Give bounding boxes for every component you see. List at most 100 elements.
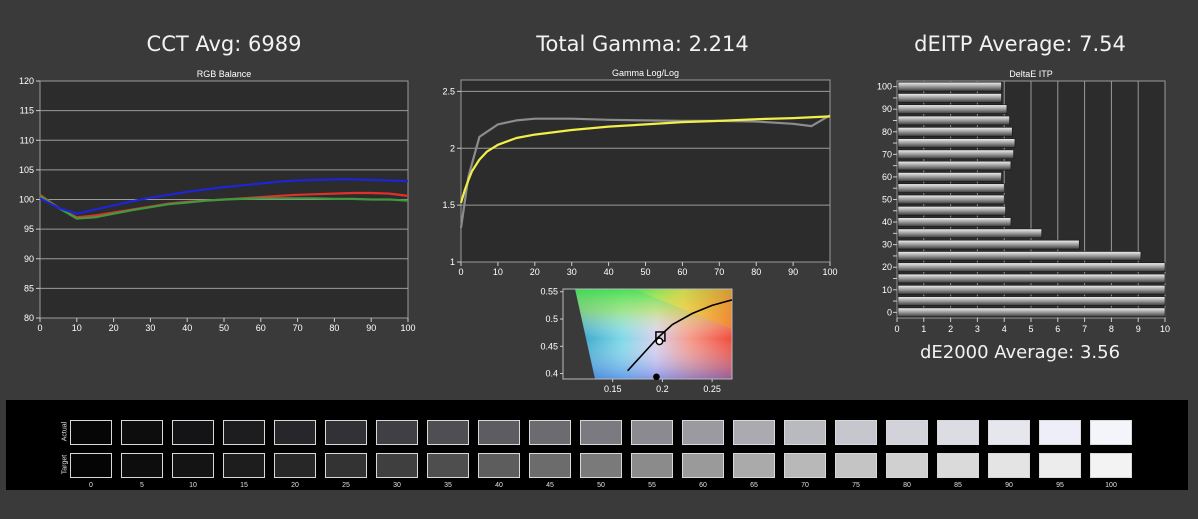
target-patch-15: [223, 453, 265, 478]
target-patch-25: [325, 453, 367, 478]
deltae-bar: [897, 206, 1006, 216]
target-patch-30: [376, 453, 418, 478]
actual-patch-55: [631, 420, 673, 445]
deltae-ytick-label: 0: [887, 307, 892, 317]
deltae-bar: [897, 81, 1002, 92]
deltae-bar: [897, 115, 1010, 126]
deltae-bar: [897, 239, 1080, 250]
rgb-balance-xtick-label: 90: [366, 323, 376, 333]
deltae-xtick-label: 4: [1002, 324, 1007, 334]
cie-planckian-locus: [627, 299, 733, 372]
gamma-xtick-label: 70: [714, 267, 724, 277]
rgb-balance-ytick-label: 100: [19, 195, 34, 205]
deltae-ytick-label: 70: [882, 149, 892, 159]
deltae-ytick-label: 10: [882, 285, 892, 295]
target-patch-75: [835, 453, 877, 478]
rgb-balance-xtick-label: 100: [400, 323, 415, 333]
gamma-xtick-label: 100: [822, 267, 837, 277]
actual-row-label: Actual: [61, 421, 69, 442]
deltae-xtick-label: 8: [1109, 324, 1114, 334]
target-patch-50: [580, 453, 622, 478]
deltae-bar: [897, 285, 1166, 295]
target-patch-55: [631, 453, 673, 478]
target-patch-95: [1039, 453, 1081, 478]
deltae-xtick-label: 2: [948, 324, 953, 334]
cie-ytick-label: 0.5: [545, 314, 558, 324]
target-patch-100: [1090, 453, 1132, 478]
deltae-xtick-label: 9: [1136, 324, 1141, 334]
patch-level-label: 35: [444, 482, 452, 489]
deltae-xtick-label: 3: [975, 324, 980, 334]
cie-xtick-label: 0.25: [703, 384, 721, 394]
rgb-balance-ytick-label: 95: [24, 224, 34, 234]
deltae-bar: [897, 93, 1002, 103]
deltae-ytick-label: 20: [882, 262, 892, 272]
deltae-bar: [897, 262, 1166, 272]
target-patch-45: [529, 453, 571, 478]
actual-patch-60: [682, 420, 724, 445]
patch-level-label: 95: [1056, 482, 1064, 489]
rgb-balance-xtick-label: 0: [37, 323, 42, 333]
cie-target-square: [655, 331, 666, 342]
deltae-xtick-label: 7: [1082, 324, 1087, 334]
actual-patch-20: [274, 420, 316, 445]
deltae-ytick-label: 60: [882, 172, 892, 182]
deitp-average-title: dEITP Average: 7.54: [914, 32, 1126, 56]
deltae-bar: [897, 217, 1012, 227]
grayscale-comparison-strip: Actual Target 0 5 10 15 20 25 30 35 40 45 50 55 60 65…: [6, 400, 1188, 490]
target-patch-65: [733, 453, 775, 478]
deltae-ytick-label: 30: [882, 240, 892, 250]
rgb-balance-xtick-label: 30: [145, 323, 155, 333]
patch-level-label: 90: [1005, 482, 1013, 489]
gamma-series-line-0: [459, 114, 831, 229]
actual-patch-80: [886, 420, 928, 445]
target-patch-35: [427, 453, 469, 478]
patch-level-label: 75: [852, 482, 860, 489]
rgb-balance-ytick-label: 120: [19, 76, 34, 86]
actual-patch-100: [1090, 420, 1132, 445]
gamma-xtick-label: 80: [751, 267, 761, 277]
deltae-ytick-label: 50: [882, 195, 892, 205]
rgb-balance-series-line-0: [39, 191, 409, 219]
patch-level-label: 55: [648, 482, 656, 489]
actual-patch-10: [172, 420, 214, 445]
deltae-bar: [897, 104, 1008, 114]
gamma-xtick-label: 90: [788, 267, 798, 277]
patch-level-label: 85: [954, 482, 962, 489]
gamma-xtick-label: 60: [677, 267, 687, 277]
deltae-bar: [897, 183, 1005, 193]
deltae-bar: [897, 160, 1012, 171]
actual-patch-5: [121, 420, 163, 445]
actual-patch-90: [988, 420, 1030, 445]
deltae-xtick-label: 6: [1055, 324, 1060, 334]
rgb-balance-xtick-label: 20: [109, 323, 119, 333]
rgb-balance-plot-area: [39, 80, 409, 319]
cie-ytick-label: 0.4: [545, 369, 558, 379]
actual-patch-85: [937, 420, 979, 445]
patch-level-label: 30: [393, 482, 401, 489]
deltae-bar: [897, 127, 1013, 137]
target-patch-85: [937, 453, 979, 478]
target-patch-40: [478, 453, 520, 478]
cie-background: [563, 289, 732, 379]
deltae-bar: [897, 194, 1005, 205]
rgb-balance-ytick-label: 115: [20, 106, 34, 116]
gamma-xtick-label: 10: [493, 267, 503, 277]
gamma-xtick-label: 40: [604, 267, 614, 277]
actual-patch-70: [784, 420, 826, 445]
deltae-title: DeltaE ITP: [1009, 69, 1053, 79]
deltae-bar: [897, 149, 1014, 160]
rgb-balance-xtick-label: 60: [256, 323, 266, 333]
deltae-ytick-label: 80: [882, 127, 892, 137]
gamma-ytick-label: 1.5: [442, 200, 455, 210]
actual-patch-75: [835, 420, 877, 445]
deltae-bar: [897, 172, 1002, 182]
cct-average-title: CCT Avg: 6989: [146, 32, 302, 56]
target-patch-20: [274, 453, 316, 478]
rgb-balance-ytick-label: 80: [24, 313, 34, 323]
gamma-title: Gamma Log/Log: [612, 68, 679, 78]
patch-level-label: 40: [495, 482, 503, 489]
deltae-bar: [897, 228, 1043, 239]
actual-patch-0: [70, 420, 112, 445]
gamma-xtick-label: 0: [458, 267, 463, 277]
